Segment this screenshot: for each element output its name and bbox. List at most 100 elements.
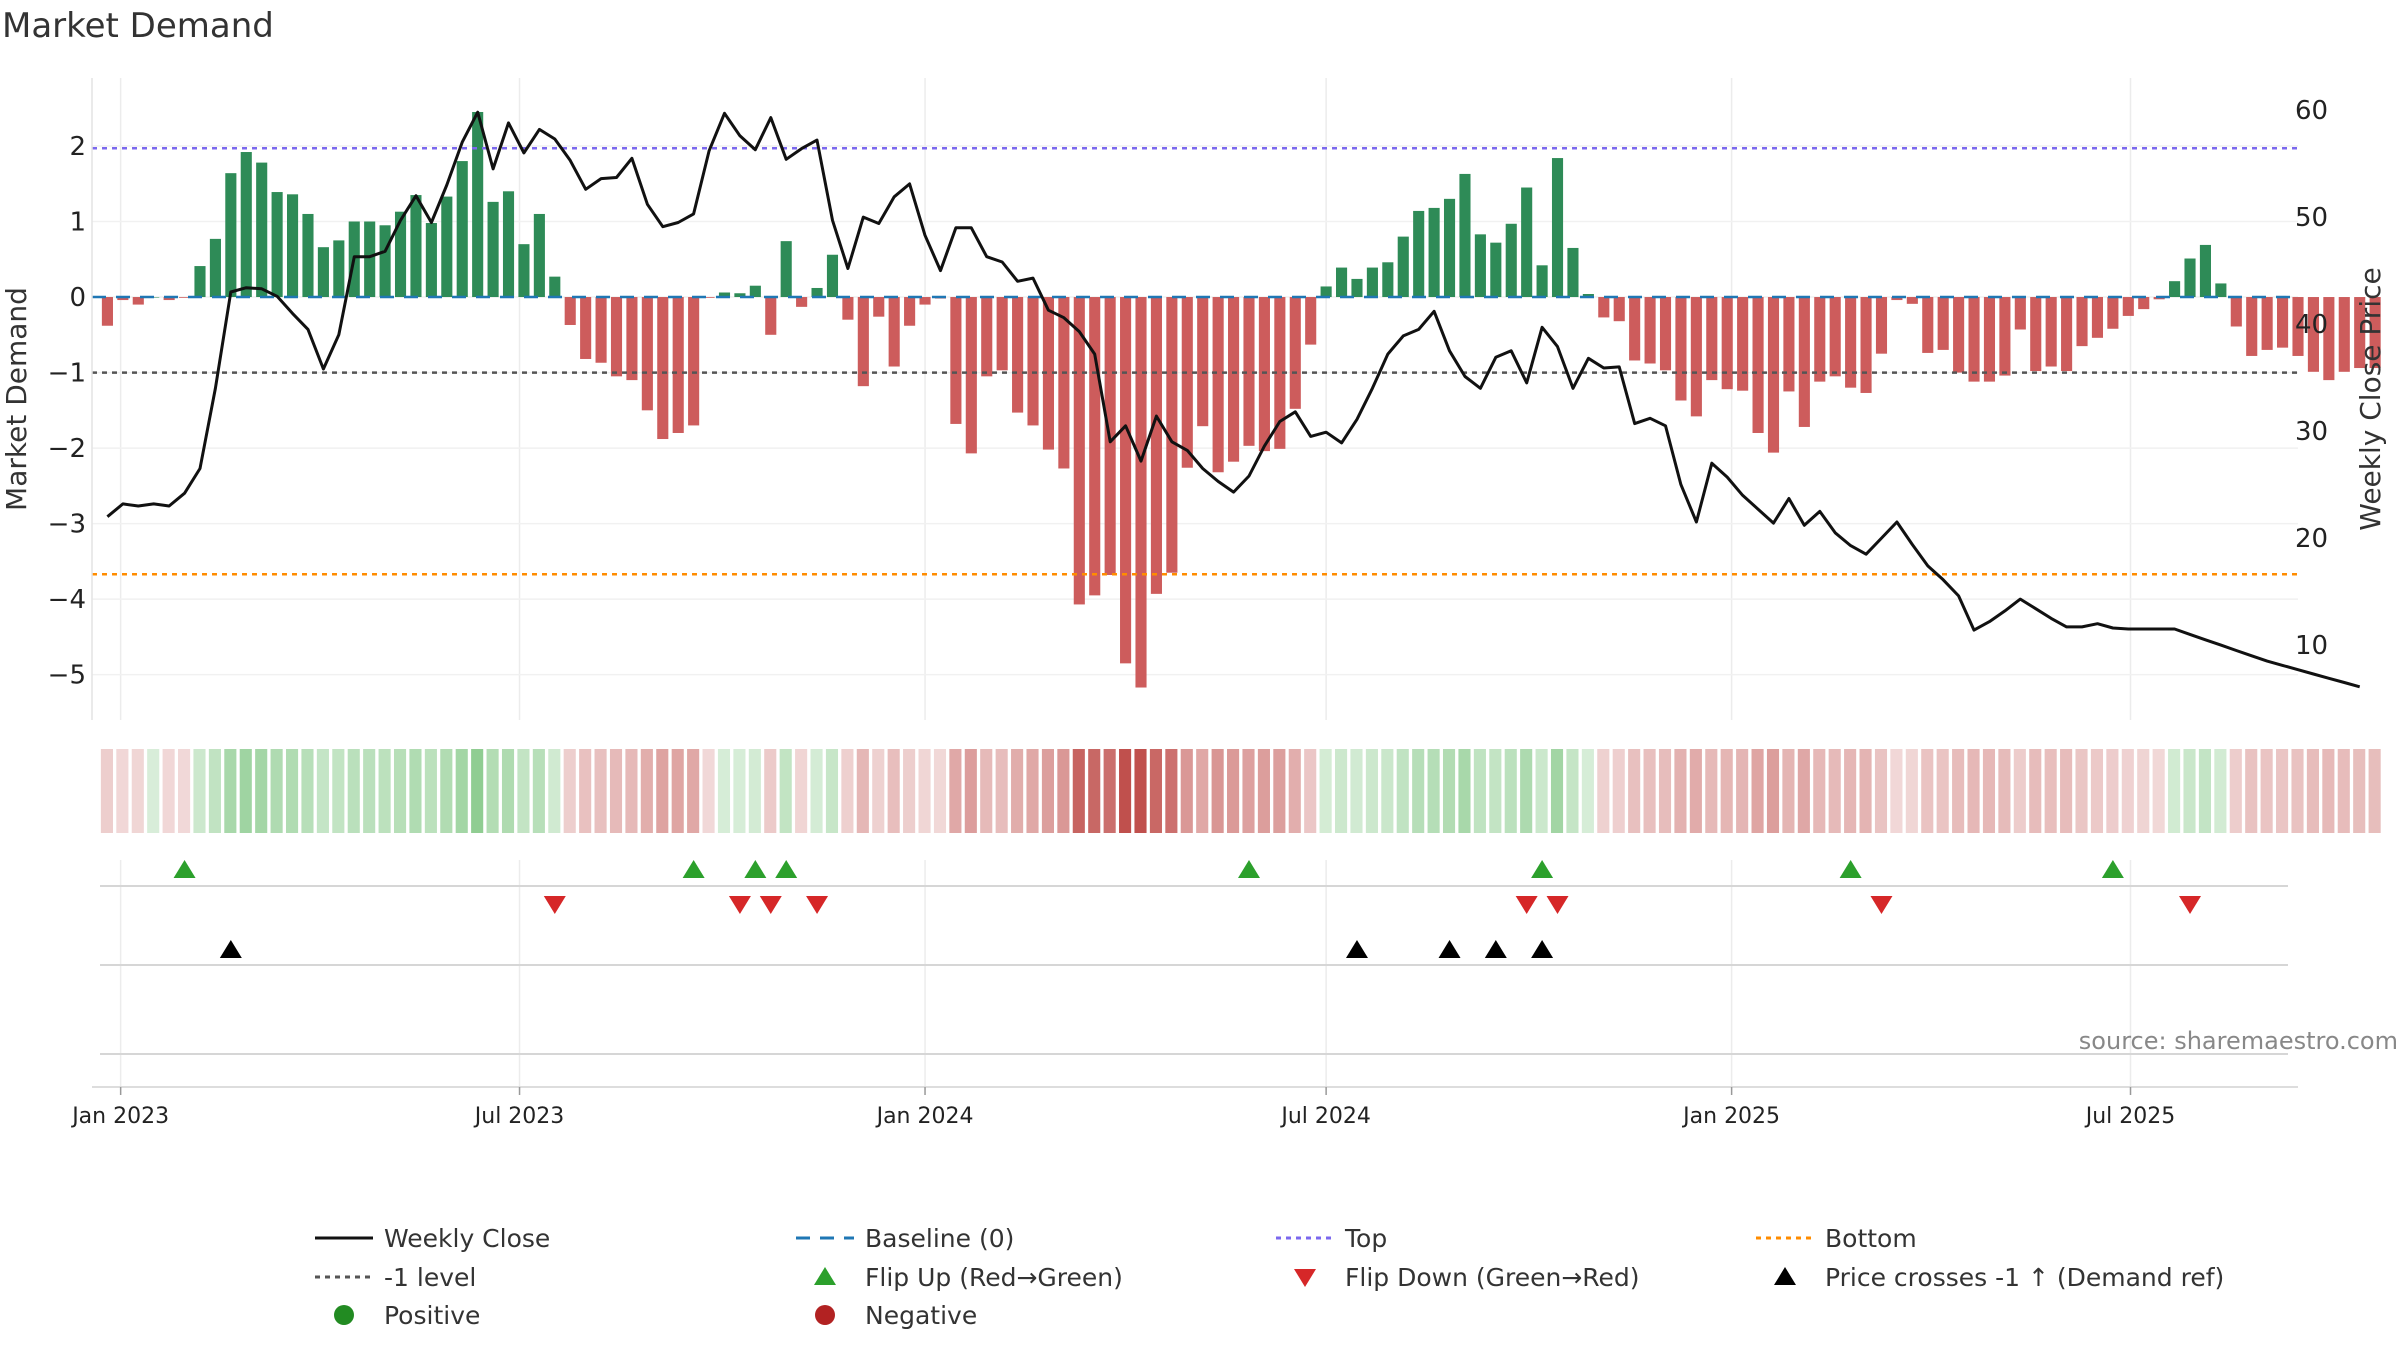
demand-bar xyxy=(1089,297,1101,596)
heat-strip-cell xyxy=(1797,749,1810,833)
demand-bar xyxy=(364,221,376,298)
chart-title: Market Demand xyxy=(2,6,274,46)
heat-strip-cell xyxy=(224,749,237,833)
heat-strip-cell xyxy=(795,749,808,833)
demand-bar xyxy=(441,196,453,298)
heat-strip-cell xyxy=(2229,749,2242,833)
demand-bar xyxy=(317,247,329,298)
demand-bar xyxy=(1351,278,1363,298)
heat-strip-cell xyxy=(2168,749,2181,833)
demand-bar xyxy=(1212,297,1224,473)
heat-strip-cell xyxy=(2013,749,2026,833)
heat-strip-cell xyxy=(517,749,530,833)
heat-strip-cell xyxy=(825,749,839,833)
heat-strip-cell xyxy=(1227,749,1240,833)
heat-strip-cell xyxy=(347,749,360,833)
flip-down-marker xyxy=(759,896,782,914)
demand-bar xyxy=(163,297,175,301)
heat-strip-cell xyxy=(100,749,113,833)
reference-lines-layer xyxy=(92,146,2298,576)
demand-bar xyxy=(302,213,314,298)
demand-bar xyxy=(2076,297,2088,347)
grid-layer xyxy=(92,78,2298,1090)
demand-bar xyxy=(2030,297,2042,372)
demand-bar xyxy=(2169,281,2181,298)
heat-strip-cell xyxy=(1705,749,1718,833)
heat-strip-cell xyxy=(2337,749,2350,833)
x-tick-label: Jan 2024 xyxy=(875,1104,974,1129)
heat-strip-cell xyxy=(764,749,777,833)
flip-up-marker xyxy=(173,860,196,878)
demand-bar xyxy=(379,225,391,298)
heat-strip-cell xyxy=(1859,749,1872,833)
demand-bar xyxy=(1675,297,1687,401)
demand-bar xyxy=(1505,223,1517,298)
demand-bar xyxy=(641,297,653,411)
demand-bar xyxy=(1536,265,1548,298)
demand-bar xyxy=(1012,297,1024,413)
legend-entry: Baseline (0) xyxy=(796,1224,1014,1253)
heat-strip-cell xyxy=(579,749,592,833)
event-markers-layer xyxy=(100,860,2288,1055)
demand-bar xyxy=(1135,297,1147,688)
y-tick-label: −4 xyxy=(48,585,86,615)
demand-bar xyxy=(595,297,607,363)
demand-bar xyxy=(2045,297,2057,367)
demand-bar xyxy=(1320,286,1332,298)
heat-strip-cell xyxy=(1350,749,1363,833)
y-axis-label: Market Demand xyxy=(0,287,33,511)
heat-strip-cell xyxy=(1196,749,1209,833)
demand-bar xyxy=(626,297,638,381)
demand-bar xyxy=(472,111,484,298)
flip-down-marker xyxy=(1546,896,1569,914)
demand-bar xyxy=(796,297,808,307)
heat-strip-cell xyxy=(995,749,1008,833)
demand-bar xyxy=(2184,258,2196,298)
legend-label: -1 level xyxy=(384,1263,476,1292)
demand-bar xyxy=(1706,297,1718,381)
demand-bar xyxy=(1551,158,1564,298)
demand-bar xyxy=(904,297,916,326)
heat-strip-cell xyxy=(1165,749,1178,833)
heat-strip-cell xyxy=(1149,749,1162,833)
demand-bar xyxy=(842,297,854,320)
demand-bar xyxy=(1906,297,1918,304)
heat-strip-cell xyxy=(1967,749,1980,833)
legend-swatch-triangle-up xyxy=(814,1267,836,1285)
heat-strip-cell xyxy=(1658,749,1672,833)
demand-bar xyxy=(1289,297,1301,409)
heat-strip-cell xyxy=(471,749,484,833)
y-tick-label: −5 xyxy=(48,661,86,691)
heat-strip-cell xyxy=(1581,749,1594,833)
heat-strip-cell xyxy=(872,749,885,833)
demand-bar xyxy=(610,297,623,377)
price-line-layer xyxy=(106,110,2361,689)
legend-entry: Positive xyxy=(334,1301,480,1330)
x-tick-label: Jul 2024 xyxy=(1279,1104,1371,1129)
demand-bar xyxy=(1690,297,1702,417)
demand-bar xyxy=(765,297,777,335)
demand-bar xyxy=(1027,297,1039,426)
demand-bars-layer xyxy=(101,111,2381,688)
demand-bar xyxy=(2199,244,2211,298)
heat-strip-cell xyxy=(162,749,175,833)
heat-strip-cell xyxy=(2306,749,2319,833)
demand-bar xyxy=(1659,297,1672,371)
heat-strip-cell xyxy=(2137,749,2150,833)
heat-strip-cell xyxy=(1103,749,1116,833)
heat-strip-cell xyxy=(1782,749,1795,833)
demand-bar xyxy=(1582,294,1594,298)
heat-strip-cell xyxy=(548,749,561,833)
demand-bar xyxy=(826,254,839,298)
legend-swatch-circle xyxy=(334,1305,354,1325)
demand-bar xyxy=(2307,297,2319,372)
demand-bar xyxy=(2261,297,2273,350)
heat-strip-cell xyxy=(2291,749,2304,833)
legend-swatch-circle xyxy=(815,1305,835,1325)
heat-strip-cell xyxy=(563,749,576,833)
demand-bar xyxy=(101,297,113,326)
demand-bar xyxy=(533,213,545,298)
demand-bar xyxy=(518,244,530,298)
demand-bar xyxy=(194,266,206,298)
